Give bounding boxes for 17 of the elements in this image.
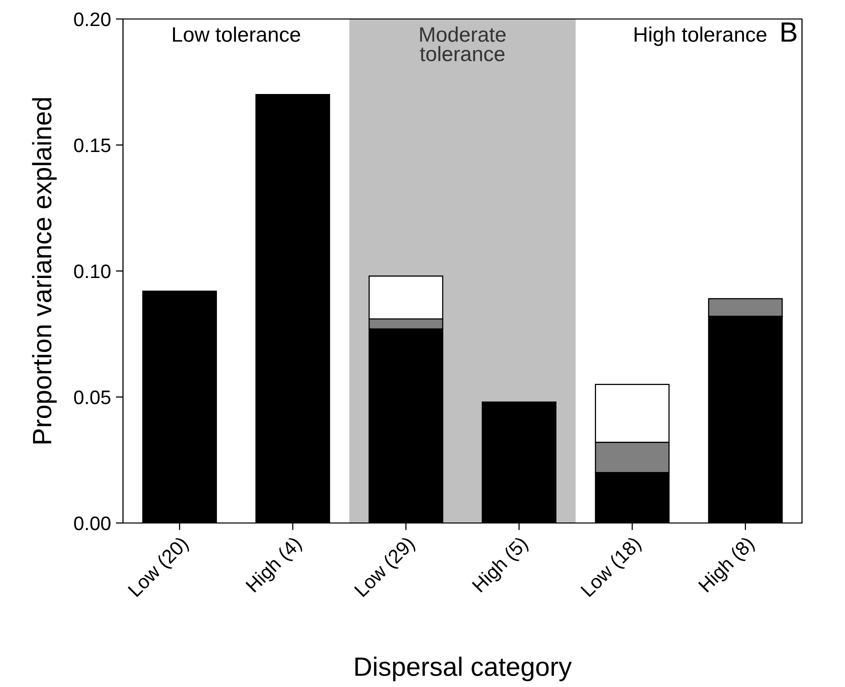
x-tick-label: Low (20): [127, 536, 192, 600]
annotation: High tolerance: [634, 26, 766, 46]
x-tick-label: Low (29): [354, 536, 418, 600]
annotation: B: [782, 22, 796, 42]
x-tick-label: High (5): [471, 536, 532, 596]
y-tick-label: 0.05: [74, 390, 110, 404]
y-tick-label: 0.10: [74, 264, 110, 278]
x-tick-label: Low (18): [580, 536, 644, 600]
x-tick-label: High (4): [244, 536, 305, 596]
annotation: Low tolerance: [173, 26, 300, 42]
y-tick-label: 0.00: [74, 516, 110, 530]
band-label: Moderate tolerance: [420, 26, 506, 62]
y-axis-title: Proportion variance explained: [32, 98, 57, 444]
x-axis-title: Dispersal category: [355, 656, 572, 682]
y-tick-label: 0.15: [74, 138, 110, 152]
x-tick-label: High (8): [698, 536, 758, 596]
y-tick-label: 0.20: [74, 12, 110, 26]
